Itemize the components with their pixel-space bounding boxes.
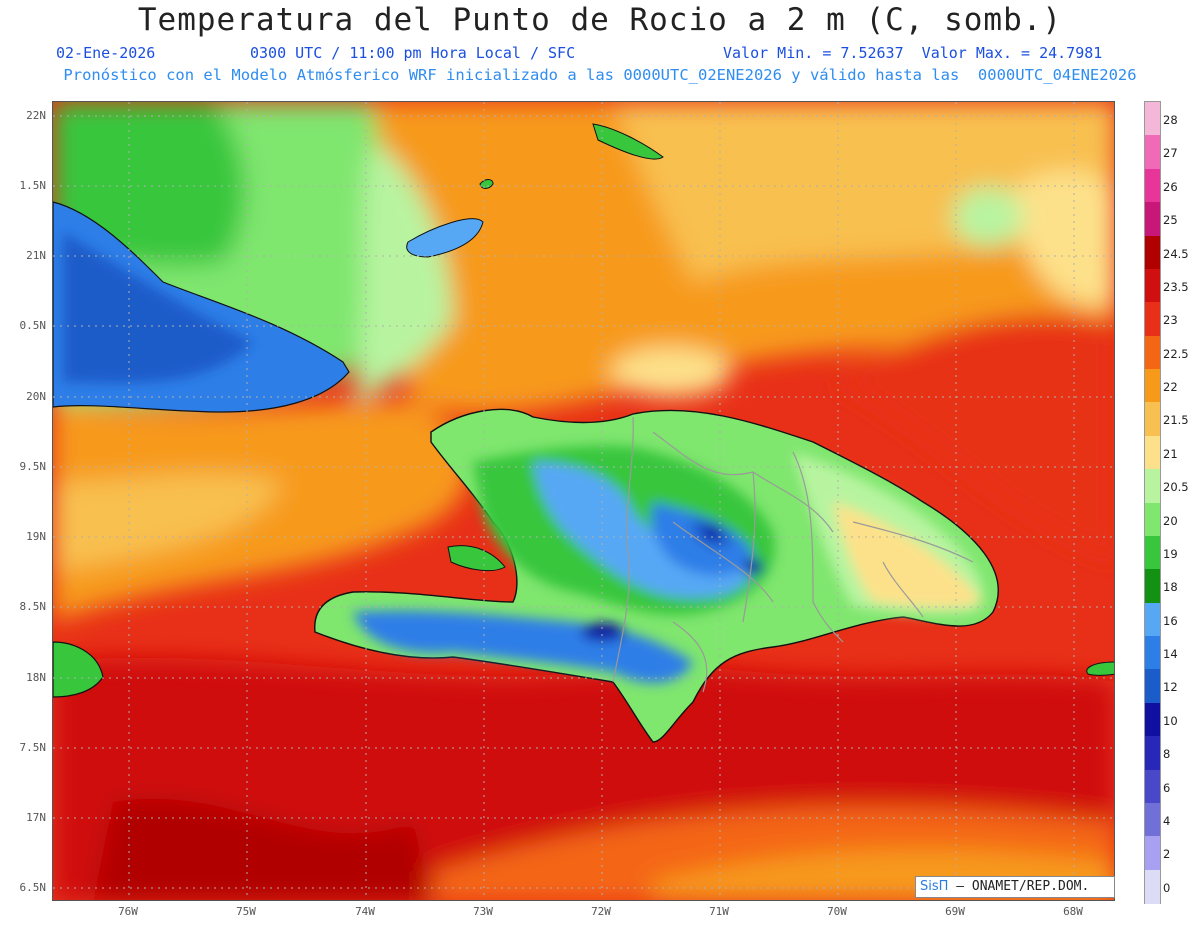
colorbar-label: 22 — [1163, 380, 1178, 394]
colorbar-segment — [1145, 335, 1160, 370]
lon-label: 76W — [118, 905, 138, 918]
colorbar-segment — [1145, 636, 1160, 670]
forecast-date: 02-Ene-2026 — [56, 44, 156, 62]
colorbar-segment — [1145, 435, 1160, 470]
dewpoint-map — [52, 101, 1115, 901]
value-range: Valor Min. = 7.52637 Valor Max. = 24.798… — [723, 44, 1103, 62]
colorbar-label: 24.5 — [1163, 246, 1189, 261]
lat-label: 7.5N — [19, 741, 47, 754]
colorbar-segment — [1145, 402, 1160, 437]
colorbar-segment — [1145, 869, 1160, 904]
lon-label: 71W — [709, 905, 729, 918]
credit-box: SisΠ – ONAMET/REP.DOM. — [915, 876, 1115, 898]
colorbar-label: 16 — [1163, 613, 1178, 628]
colorbar-segment — [1145, 168, 1160, 203]
colorbar-segment — [1145, 135, 1160, 170]
lat-label: 19N — [26, 530, 46, 543]
colorbar-segment — [1145, 235, 1160, 270]
colorbar-segment — [1145, 202, 1160, 236]
colorbar-label: 0 — [1163, 880, 1171, 895]
colorbar-label: 19 — [1163, 546, 1178, 561]
lat-label: 17N — [26, 811, 46, 824]
lat-label: 6.5N — [19, 881, 47, 894]
colorbar-label: 4 — [1163, 813, 1171, 828]
colorbar-segment — [1145, 535, 1160, 570]
sispi-logo: SisΠ — [920, 879, 949, 894]
lat-label: 1.5N — [19, 179, 47, 192]
colorbar-segment — [1145, 102, 1160, 136]
colorbar-label: 26 — [1163, 179, 1178, 194]
lon-label: 68W — [1063, 905, 1083, 918]
lon-label: 69W — [945, 905, 965, 918]
colorbar-segment — [1145, 268, 1160, 303]
time-info: 0300 UTC / 11:00 pm Hora Local / SFC — [250, 44, 576, 62]
colorbar-segment — [1145, 736, 1160, 770]
colorbar-label: 6 — [1163, 780, 1171, 795]
credit-text: – ONAMET/REP.DOM. — [948, 879, 1090, 894]
colorbar-segment — [1145, 302, 1160, 337]
colorbar-segment — [1145, 569, 1160, 604]
lon-label: 72W — [591, 905, 611, 918]
colorbar-segment — [1145, 702, 1160, 737]
lat-label: 18N — [26, 671, 46, 684]
colorbar-label: 12 — [1163, 680, 1178, 695]
map-title: Temperatura del Punto de Rocio a 2 m (C,… — [137, 2, 1063, 38]
colorbar-segment — [1145, 502, 1160, 537]
lat-label: 20N — [26, 390, 46, 403]
colorbar-segment — [1145, 769, 1160, 804]
colorbar-label: 20.5 — [1163, 480, 1189, 495]
colorbar-label: 10 — [1163, 713, 1178, 728]
colorbar-segment — [1145, 602, 1160, 637]
colorbar-label: 20 — [1163, 513, 1178, 528]
colorbar-label: 8 — [1163, 747, 1171, 762]
colorbar-label: 14 — [1163, 647, 1178, 661]
lat-label: 22N — [26, 109, 46, 122]
colorbar-label: 21 — [1163, 446, 1178, 461]
model-info: Pronóstico con el Modelo Atmósferico WRF… — [63, 66, 1137, 84]
lat-label: 8.5N — [19, 600, 47, 613]
lon-label: 73W — [473, 905, 493, 918]
lon-label: 70W — [827, 905, 847, 918]
lat-label: 0.5N — [19, 319, 47, 332]
lat-label: 9.5N — [19, 460, 47, 473]
colorbar-segment — [1145, 669, 1160, 704]
colorbar-label: 25 — [1163, 213, 1178, 228]
colorbar — [1144, 101, 1161, 904]
province-borders — [612, 416, 974, 693]
lon-label: 75W — [236, 905, 256, 918]
colorbar-label: 23 — [1163, 313, 1178, 328]
colorbar-segment — [1145, 836, 1160, 871]
lat-label: 21N — [26, 249, 46, 262]
colorbar-label: 18 — [1163, 580, 1178, 595]
colorbar-label: 21.5 — [1163, 413, 1189, 428]
colorbar-label: 28 — [1163, 113, 1178, 127]
colorbar-label: 2 — [1163, 847, 1171, 862]
colorbar-segment — [1145, 369, 1160, 403]
lat-lon-grid — [53, 102, 1114, 900]
colorbar-label: 23.5 — [1163, 279, 1189, 294]
jamaica — [53, 641, 104, 698]
colorbar-segment — [1145, 802, 1160, 837]
colorbar-label: 27 — [1163, 146, 1178, 161]
colorbar-label: 22.5 — [1163, 346, 1189, 361]
colorbar-segment — [1145, 469, 1160, 503]
lon-label: 74W — [355, 905, 375, 918]
